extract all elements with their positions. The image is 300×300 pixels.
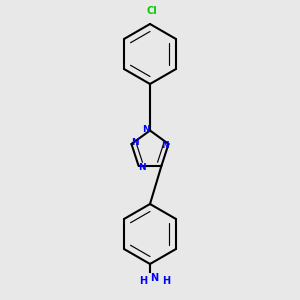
Text: H: H (162, 276, 170, 286)
Text: N: N (150, 273, 159, 283)
Text: N: N (161, 141, 169, 150)
Text: N: N (142, 124, 150, 134)
Text: H: H (139, 276, 147, 286)
Text: N: N (131, 138, 139, 147)
Text: N: N (138, 163, 146, 172)
Text: Cl: Cl (146, 7, 157, 16)
